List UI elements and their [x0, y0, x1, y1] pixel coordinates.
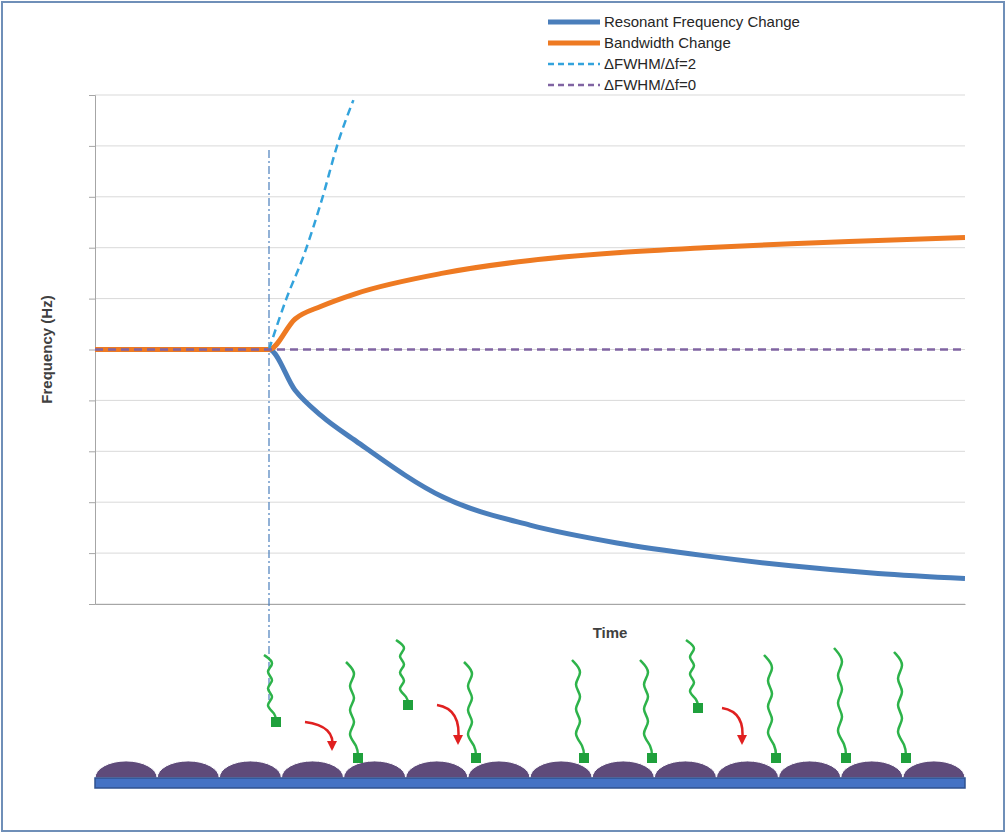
molecule-chain: [686, 640, 698, 708]
legend-background: [540, 8, 970, 92]
y-tick-mark: [89, 400, 95, 401]
molecule-chain: [640, 660, 652, 758]
receptor-bump: [95, 761, 157, 778]
y-tick: [89, 451, 95, 452]
y-tick: [89, 350, 95, 351]
y-tick-mark: [89, 197, 95, 198]
x-axis-title: Time: [593, 624, 628, 641]
grid-line: [95, 451, 965, 452]
y-tick-mark: [89, 502, 95, 503]
substrate: [95, 778, 965, 788]
grid-line: [95, 196, 965, 197]
legend-label: Bandwidth Change: [604, 34, 731, 51]
y-tick-mark: [89, 604, 95, 605]
molecule-chain: [264, 655, 276, 722]
receptor-bump: [654, 761, 716, 778]
binding-arrowhead: [327, 741, 337, 751]
molecule-head: [771, 753, 781, 763]
y-tick-mark: [89, 553, 95, 554]
grid: [95, 95, 965, 604]
y-tick: [89, 146, 95, 147]
y-tick-mark: [89, 248, 95, 249]
y-axis-title: Frequency (Hz): [38, 295, 55, 403]
legend-swatch: [548, 20, 600, 25]
binding-arrowhead: [737, 735, 747, 745]
series-line: [95, 350, 965, 579]
receptor-bump: [406, 761, 468, 778]
molecule-chain: [834, 648, 846, 758]
y-tick: [89, 502, 95, 503]
y-tick-mark: [89, 299, 95, 300]
molecule-head: [579, 753, 589, 763]
series-line: [95, 238, 965, 350]
figure-frame: [2, 2, 1004, 831]
grid-line: [95, 400, 965, 401]
grid-line: [95, 298, 965, 299]
binding-arrow: [305, 722, 332, 748]
legend-label: ΔFWHM/Δf=0: [604, 76, 696, 93]
surface-illustration: [95, 640, 965, 788]
y-axis: [89, 96, 96, 605]
x-axis: [96, 604, 966, 605]
receptor-bump: [592, 761, 654, 778]
molecule-head: [271, 717, 281, 727]
y-tick-mark: [89, 146, 95, 147]
series-line: [95, 348, 965, 351]
grid-line: [95, 145, 965, 146]
legend-swatch: [548, 63, 600, 66]
grid-line: [95, 349, 965, 350]
receptor-bump: [344, 761, 406, 778]
receptor-bump: [779, 761, 841, 778]
grid-line: [95, 95, 965, 96]
y-tick: [89, 248, 95, 249]
y-tick: [89, 604, 95, 605]
grid-line: [95, 553, 965, 554]
legend-label: Resonant Frequency Change: [604, 13, 800, 30]
series-line: [269, 100, 353, 349]
molecule-head: [901, 753, 911, 763]
y-tick-mark: [89, 95, 95, 96]
molecule-head: [353, 753, 363, 763]
legend-swatch: [548, 84, 600, 87]
event-line: [268, 150, 269, 700]
y-tick: [89, 553, 95, 554]
molecule-chain: [346, 662, 358, 758]
legend: Resonant Frequency Change Bandwidth Chang…: [540, 8, 970, 93]
binding-arrowhead: [453, 735, 463, 745]
y-tick-mark: [89, 451, 95, 452]
legend-swatch: [548, 41, 600, 46]
molecule-chain: [396, 640, 408, 705]
series-group: [95, 100, 965, 578]
receptor-bump: [841, 761, 903, 778]
y-axis-line: [89, 96, 96, 605]
molecule-chain: [764, 655, 776, 758]
molecule-chain: [464, 662, 476, 758]
molecule-chain: [894, 652, 906, 758]
y-tick: [89, 197, 95, 198]
receptor-bump: [157, 761, 219, 778]
y-tick: [89, 400, 95, 401]
receptor-bump: [219, 761, 281, 778]
y-tick-mark: [89, 350, 95, 351]
receptor-bump: [530, 761, 592, 778]
molecule-head: [403, 700, 413, 710]
y-tick: [89, 95, 95, 96]
receptor-bump: [903, 761, 965, 778]
molecule-chain: [572, 660, 584, 758]
grid-line: [95, 247, 965, 248]
chart: Frequency (Hz) Time Resonant Frequency Cha…: [0, 0, 1006, 833]
molecule-head: [647, 753, 657, 763]
grid-line: [95, 502, 965, 503]
grid-line: [95, 604, 965, 605]
legend-label: ΔFWHM/Δf=2: [604, 55, 696, 72]
molecule-head: [693, 703, 703, 713]
molecule-head: [471, 753, 481, 763]
receptor-bump: [281, 761, 343, 778]
y-tick: [89, 299, 95, 300]
molecule-head: [841, 753, 851, 763]
x-axis-line: [96, 604, 966, 605]
receptor-bump: [716, 761, 778, 778]
receptor-bump: [468, 761, 530, 778]
